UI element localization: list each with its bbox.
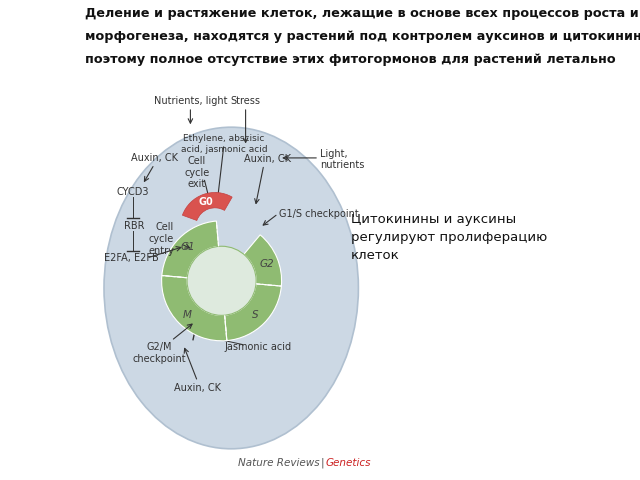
Text: Stress: Stress [230, 96, 260, 106]
Text: S: S [252, 310, 259, 320]
Circle shape [187, 246, 256, 315]
Text: Cell
cycle
entry: Cell cycle entry [148, 222, 174, 256]
Text: Auxin, CK: Auxin, CK [131, 154, 178, 163]
Text: Nutrients, light: Nutrients, light [154, 96, 227, 106]
Text: Genetics: Genetics [326, 457, 371, 468]
Wedge shape [244, 235, 282, 286]
Text: Деление и растяжение клеток, лежащие в основе всех процессов роста и: Деление и растяжение клеток, лежащие в о… [84, 7, 639, 20]
Text: G2: G2 [260, 259, 275, 269]
Text: Nature Reviews: Nature Reviews [238, 457, 320, 468]
Text: Цитокинины и ауксины
регулируют пролиферацию
клеток: Цитокинины и ауксины регулируют пролифер… [351, 213, 547, 262]
Text: |: | [321, 457, 324, 468]
Text: G0: G0 [198, 197, 213, 207]
Text: Auxin, CK: Auxin, CK [244, 155, 291, 164]
Ellipse shape [104, 127, 358, 449]
Text: RBR: RBR [124, 221, 144, 230]
Text: G1: G1 [180, 242, 195, 252]
Text: E2FA, E2FB: E2FA, E2FB [104, 253, 159, 263]
Text: Light,
nutrients: Light, nutrients [320, 148, 364, 170]
Text: Auxin, CK: Auxin, CK [174, 383, 221, 393]
Text: G2/M
checkpoint: G2/M checkpoint [132, 342, 186, 364]
Wedge shape [162, 221, 219, 278]
Text: M: M [183, 310, 192, 320]
Text: поэтому полное отсутствие этих фитогормонов для растений летально: поэтому полное отсутствие этих фитогормо… [84, 53, 616, 66]
Text: Cell
cycle
exit: Cell cycle exit [184, 156, 209, 190]
Text: морфогенеза, находятся у растений под контролем ауксинов и цитокининов,: морфогенеза, находятся у растений под ко… [84, 30, 640, 43]
Wedge shape [182, 192, 232, 220]
Wedge shape [225, 284, 282, 341]
Wedge shape [162, 276, 227, 341]
Text: CYCD3: CYCD3 [116, 187, 149, 197]
Text: Ethylene, abscisic
acid, jasmonic acid: Ethylene, abscisic acid, jasmonic acid [180, 134, 268, 154]
Text: Jasmonic acid: Jasmonic acid [224, 342, 291, 351]
Text: G1/S checkpoint: G1/S checkpoint [279, 209, 359, 218]
